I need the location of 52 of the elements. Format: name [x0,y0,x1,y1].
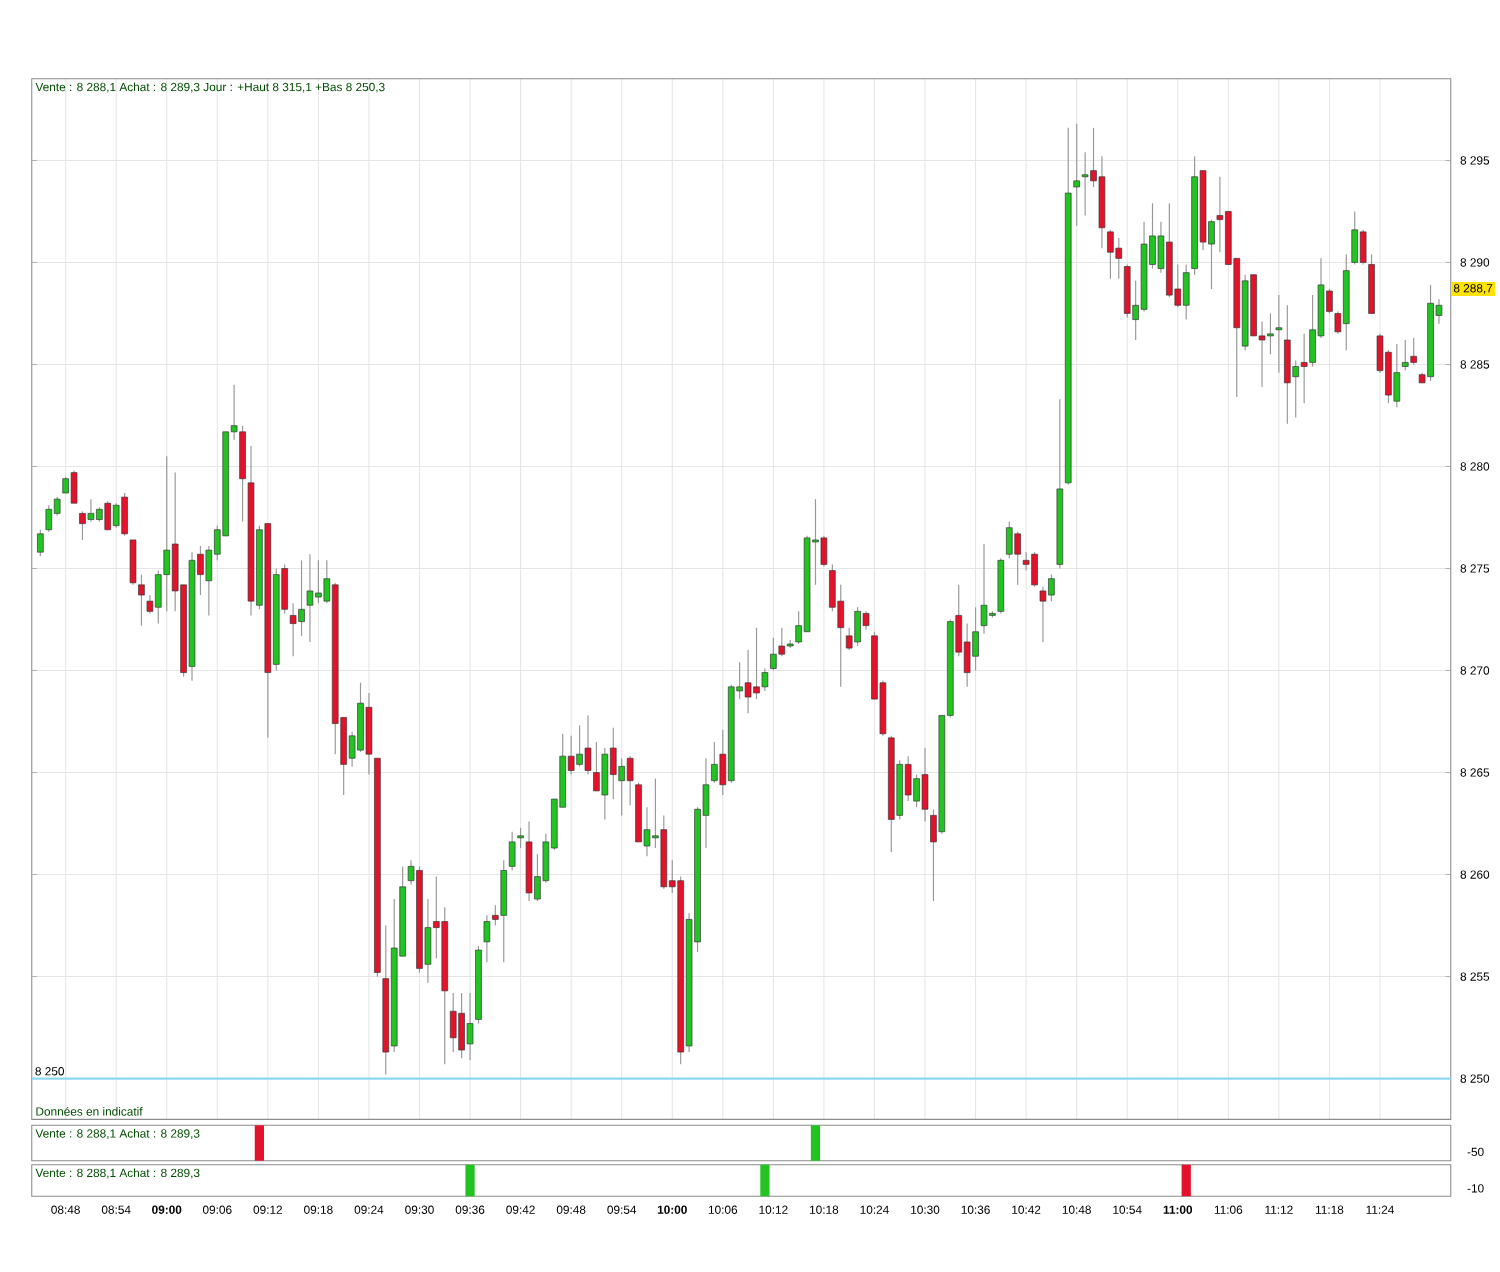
candlestick [121,492,128,537]
candlestick [1284,305,1291,425]
candlestick [1401,339,1409,372]
candlestick [45,505,53,533]
candlestick [601,747,609,821]
candlestick [972,607,979,672]
candlestick [466,992,474,1062]
candlestick [1123,264,1131,319]
candlestick [1006,521,1013,560]
candlestick [609,727,617,801]
candlestick [365,692,373,776]
candlestick [584,715,592,776]
candlestick [1393,343,1401,409]
candlestick [626,756,634,807]
candlestick [1300,333,1308,405]
candlestick [129,539,137,586]
candlestick [306,554,314,643]
candlestick [138,574,145,627]
candlestick [1182,264,1190,321]
candlestick [980,543,988,635]
candlestick [112,503,120,529]
candlestick [963,623,971,688]
candlestick [517,827,524,850]
candlestick [298,560,305,637]
candlestick [744,649,752,715]
candlestick [87,498,95,523]
candlestick [239,425,246,523]
candlestick [1275,294,1283,374]
candlestick [1039,586,1047,643]
candlestick [1115,237,1123,280]
candlestick [1081,152,1089,217]
candlestick [163,456,171,613]
candlestick [820,535,828,568]
candlestick [483,915,491,964]
candlestick [1014,531,1021,586]
candlestick [770,637,777,672]
candlestick [1073,123,1080,227]
candlestick [1359,229,1367,266]
candlestick [1031,552,1038,588]
candlestick [500,860,508,964]
candlestick [508,831,516,872]
candlestick [289,603,297,658]
candlestick [104,500,112,531]
candlestick [761,668,769,692]
candlestick [1410,337,1417,366]
candlestick [1107,229,1114,280]
candlestick [593,741,600,792]
candlestick [37,529,44,558]
candlestick [921,747,929,823]
candlestick [711,741,718,784]
candlestick [449,992,457,1054]
candlestick [70,470,78,505]
